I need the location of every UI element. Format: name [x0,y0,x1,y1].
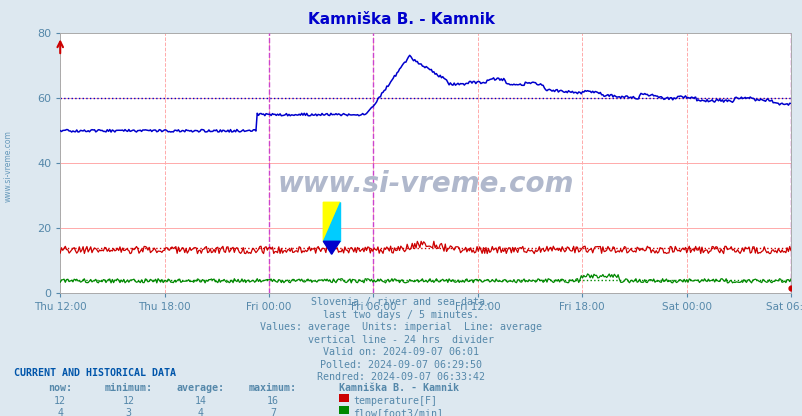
Text: last two days / 5 minutes.: last two days / 5 minutes. [323,310,479,320]
Text: flow[foot3/min]: flow[foot3/min] [353,408,443,416]
Polygon shape [323,241,339,254]
Text: vertical line - 24 hrs  divider: vertical line - 24 hrs divider [308,335,494,345]
Text: temperature[F]: temperature[F] [353,396,437,406]
Text: 12: 12 [55,396,66,406]
Text: 3: 3 [125,408,132,416]
Text: now:: now: [48,383,72,393]
Text: www.si-vreme.com: www.si-vreme.com [277,170,573,198]
Text: Polled: 2024-09-07 06:29:50: Polled: 2024-09-07 06:29:50 [320,360,482,370]
Text: 16: 16 [267,396,278,406]
Text: Rendred: 2024-09-07 06:33:42: Rendred: 2024-09-07 06:33:42 [317,372,485,382]
Polygon shape [323,202,339,241]
Text: CURRENT AND HISTORICAL DATA: CURRENT AND HISTORICAL DATA [14,368,176,378]
Text: 4: 4 [197,408,204,416]
Text: 12: 12 [123,396,134,406]
Text: minimum:: minimum: [104,383,152,393]
Text: 7: 7 [269,408,276,416]
Text: www.si-vreme.com: www.si-vreme.com [3,131,13,202]
Text: Kamniška B. - Kamnik: Kamniška B. - Kamnik [338,383,458,393]
Polygon shape [323,202,339,241]
Text: average:: average: [176,383,225,393]
Text: 14: 14 [195,396,206,406]
Text: Slovenia / river and sea data.: Slovenia / river and sea data. [311,297,491,307]
Text: 4: 4 [57,408,63,416]
Text: Kamniška B. - Kamnik: Kamniška B. - Kamnik [308,12,494,27]
Text: maximum:: maximum: [249,383,297,393]
Text: Values: average  Units: imperial  Line: average: Values: average Units: imperial Line: av… [260,322,542,332]
Text: Valid on: 2024-09-07 06:01: Valid on: 2024-09-07 06:01 [323,347,479,357]
